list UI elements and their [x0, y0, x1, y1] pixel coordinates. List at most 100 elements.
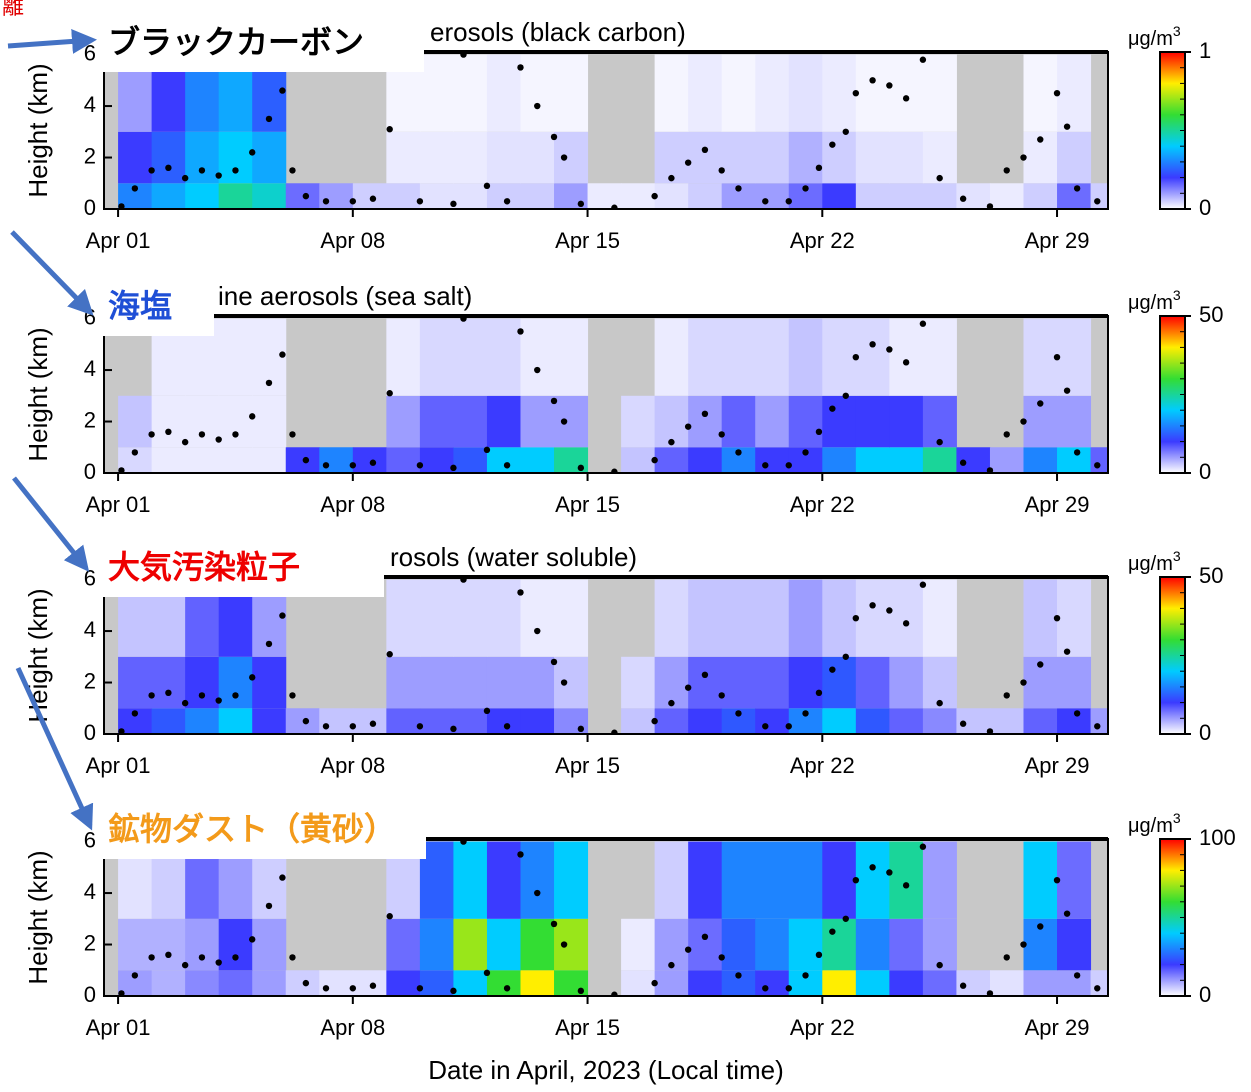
- blh-point: [684, 946, 692, 953]
- blh-point: [829, 405, 836, 412]
- blh-point: [1073, 449, 1081, 456]
- heatmap-cell: [520, 656, 555, 709]
- blh-point: [215, 697, 222, 704]
- heatmap-cell: [721, 841, 756, 919]
- heatmap-cell: [118, 918, 153, 971]
- panel-title: ine aerosols (sea salt): [218, 281, 472, 311]
- unit-power: 3: [1173, 548, 1181, 564]
- heatmap-cell: [218, 318, 253, 396]
- y-tick-label: 2: [84, 143, 96, 168]
- heatmap-cell: [688, 54, 723, 132]
- blh-point: [416, 985, 424, 992]
- heatmap-cell: [419, 579, 454, 657]
- heatmap-cell: [185, 970, 220, 996]
- heatmap-cell: [419, 318, 454, 396]
- colorbar-unit: μg/m3: [1128, 23, 1181, 51]
- heatmap-cell: [721, 579, 756, 657]
- y-axis-label: Height (km): [23, 327, 53, 461]
- colorbar-label: 100: [1199, 825, 1236, 850]
- heatmap-cell: [922, 131, 957, 184]
- heatmap-cell: [453, 708, 488, 734]
- heatmap-cell: [788, 318, 823, 396]
- heatmap-cell: [319, 183, 354, 209]
- heatmap-cell: [352, 970, 387, 996]
- blh-point: [829, 141, 836, 148]
- blh-point: [131, 710, 139, 717]
- x-tick-label: Apr 08: [320, 492, 385, 517]
- heatmap-cell: [386, 447, 421, 473]
- heatmap-cell: [319, 970, 354, 996]
- heatmap-cell: [185, 395, 220, 448]
- heatmap-cell: [453, 656, 488, 709]
- blh-point: [959, 982, 967, 989]
- heatmap-cell: [654, 447, 689, 473]
- heatmap-cell: [621, 708, 656, 734]
- blh-point: [349, 198, 357, 205]
- heatmap-cell: [721, 918, 756, 971]
- heatmap-cell: [1057, 579, 1092, 657]
- blh-point: [1063, 123, 1071, 130]
- heatmap-cell: [922, 970, 957, 996]
- heatmap-cell: [520, 918, 555, 971]
- heatmap-cell: [855, 183, 890, 209]
- blh-point: [1053, 876, 1061, 884]
- x-tick-label: Apr 01: [86, 492, 151, 517]
- heatmap-cell: [486, 918, 521, 971]
- heatmap-cell: [218, 970, 253, 996]
- blh-point: [959, 720, 967, 727]
- y-tick-label: 2: [84, 407, 96, 432]
- blh-point: [165, 164, 172, 172]
- blh-point: [802, 185, 809, 192]
- blh-point: [450, 464, 457, 472]
- heatmap-cell: [621, 970, 656, 996]
- blh-point: [265, 640, 273, 648]
- heatmap-cell: [1057, 656, 1092, 709]
- blh-point: [416, 462, 424, 469]
- arrow: [7, 28, 97, 54]
- blh-point: [279, 351, 286, 358]
- heatmap-cell: [386, 970, 421, 996]
- heatmap-cell: [118, 131, 153, 184]
- blh-point: [349, 985, 357, 992]
- x-tick-label: Apr 08: [320, 1015, 385, 1040]
- heatmap-cell: [520, 54, 555, 132]
- heatmap-cell: [151, 970, 186, 996]
- heatmap-cell: [654, 841, 689, 919]
- blh-point: [959, 459, 967, 466]
- unit-text: μg/m: [1128, 553, 1173, 575]
- x-tick-label: Apr 29: [1025, 492, 1090, 517]
- blh-point: [232, 692, 239, 699]
- blh-point: [785, 723, 792, 730]
- blh-point: [842, 653, 849, 660]
- heatmap-cell: [486, 183, 521, 209]
- blh-point: [986, 728, 994, 734]
- blh-point: [289, 954, 296, 961]
- heatmap-cell: [721, 131, 756, 184]
- heatmap-cell: [486, 54, 521, 132]
- heatmap-cell: [1023, 54, 1058, 132]
- heatmap-cell: [554, 318, 589, 396]
- heatmap-cell: [319, 708, 354, 734]
- heatmap-cell: [386, 131, 421, 184]
- y-axis-label: Height (km): [23, 63, 53, 197]
- blh-point: [503, 198, 511, 205]
- heatmap-cell: [554, 656, 589, 709]
- blh-point: [829, 928, 836, 935]
- y-tick-label: 0: [84, 982, 96, 1007]
- heatmap-cell: [252, 918, 287, 971]
- unit-power: 3: [1173, 287, 1181, 303]
- heatmap-cell: [855, 579, 890, 657]
- blh-point: [1020, 679, 1027, 686]
- blh-point: [919, 320, 927, 327]
- heatmap-cell: [453, 183, 488, 209]
- heatmap-cell: [486, 395, 521, 448]
- heatmap-cell: [855, 708, 890, 734]
- heatmap-cell: [889, 656, 924, 709]
- arrow: [10, 230, 94, 316]
- blh-point: [919, 56, 927, 63]
- blh-point: [651, 192, 658, 200]
- blh-point: [1073, 185, 1081, 192]
- blh-point: [369, 459, 377, 466]
- heatmap-cell: [989, 447, 1024, 473]
- heatmap-cell: [654, 131, 689, 184]
